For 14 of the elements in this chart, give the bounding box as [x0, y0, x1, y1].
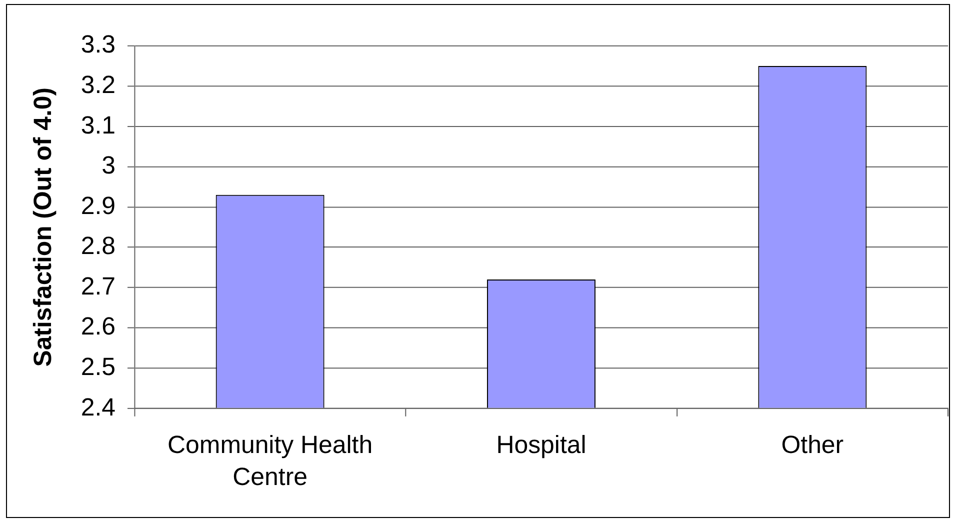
y-tick-label: 3.1 — [80, 111, 116, 140]
y-tick-label: 2.9 — [80, 192, 116, 220]
y-tick-label: 2.6 — [80, 312, 116, 341]
y-tick-label: 2.7 — [80, 272, 116, 300]
y-tick-label: 3.3 — [80, 30, 116, 59]
x-tick-label: Hospital — [496, 431, 586, 460]
x-tick-label: Community Health Centre — [168, 431, 373, 492]
x-tick-label: Other — [781, 431, 844, 460]
y-tick-label: 3 — [102, 152, 116, 180]
y-axis-title: Satisfaction (Out of 4.0) — [28, 87, 57, 367]
y-tick-label: 2.5 — [80, 353, 116, 381]
y-tick-label: 2.8 — [80, 232, 116, 260]
y-tick-label: 2.4 — [80, 393, 116, 422]
y-tick-label: 3.2 — [80, 71, 116, 99]
